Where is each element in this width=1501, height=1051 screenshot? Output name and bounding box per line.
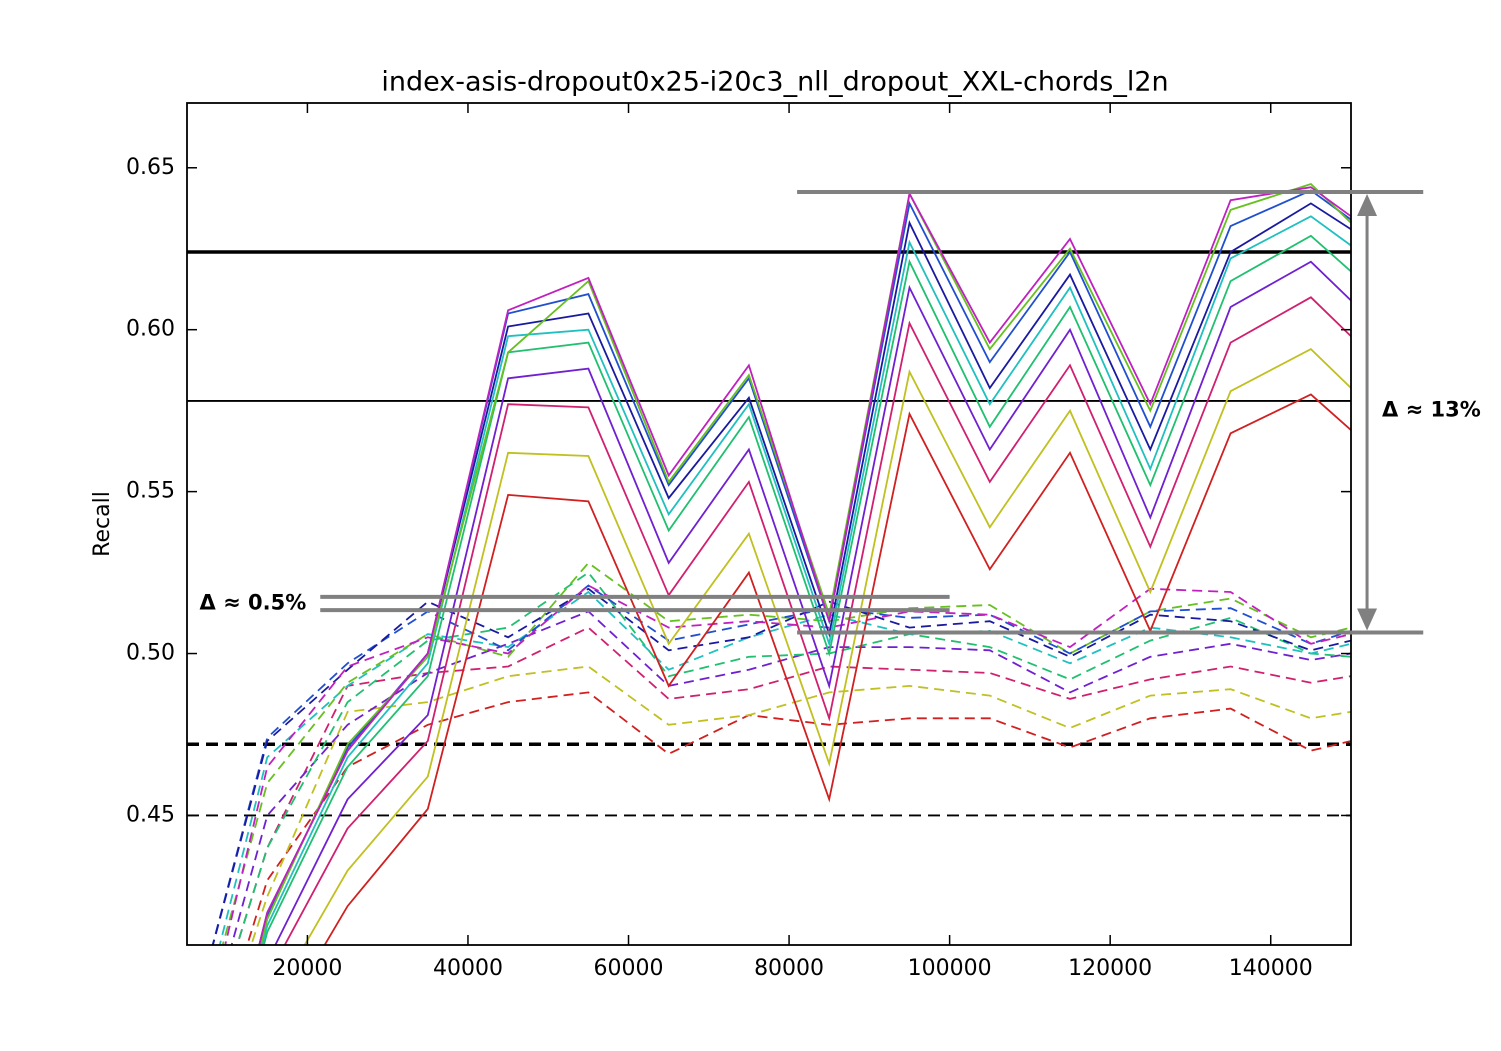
annotation-label: Δ ≈ 0.5% [200,591,307,615]
x-tick-label: 60000 [594,956,664,981]
x-tick-label: 20000 [272,956,342,981]
x-tick-label: 40000 [433,956,503,981]
data-line [262,234,1351,945]
y-tick-label: 0.65 [126,155,175,180]
x-tick-label: 140000 [1229,956,1313,981]
data-line [283,296,1351,945]
data-line [236,626,1351,945]
y-tick-label: 0.45 [126,802,175,827]
arrow-head [1357,608,1378,631]
data-line [246,691,1351,945]
x-tick-label: 80000 [754,956,824,981]
data-line [221,561,1351,945]
data-line [211,587,1351,945]
axes-frame [186,102,1352,946]
y-tick-label: 0.55 [126,479,175,504]
y-tick-label: 0.60 [126,317,175,342]
data-line [303,348,1351,945]
x-tick-label: 100000 [908,956,992,981]
arrow-head [1357,194,1378,217]
data-line [258,186,1351,945]
data-line [224,584,1351,945]
data-line [230,610,1351,945]
x-tick-label: 120000 [1068,956,1152,981]
plot-area [187,182,1351,945]
data-line [274,260,1351,945]
y-tick-label: 0.50 [126,641,175,666]
y-axis-label: Recall [90,491,115,557]
data-line [323,393,1351,945]
data-line [236,571,1351,945]
data-line [211,584,1351,945]
data-line [261,215,1351,945]
chart-title: index-asis-dropout0x25-i20c3_nll_dropout… [381,67,1168,98]
annotation-label: Δ ≈ 13% [1382,397,1481,421]
data-line [250,665,1351,945]
